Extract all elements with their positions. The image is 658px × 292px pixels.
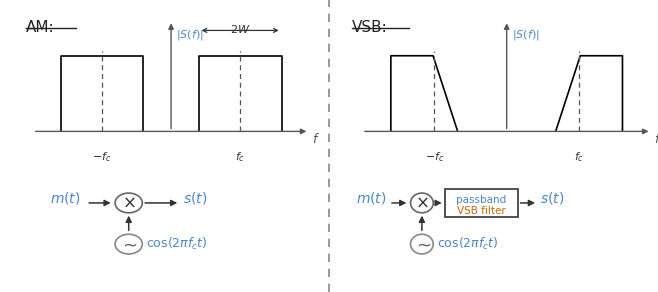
Text: passband: passband <box>456 195 506 205</box>
Text: $2W$: $2W$ <box>230 23 251 35</box>
Text: AM:: AM: <box>26 20 55 35</box>
Text: $s(t)$: $s(t)$ <box>540 190 565 206</box>
Text: $f$: $f$ <box>312 132 320 146</box>
Text: VSB:: VSB: <box>352 20 388 35</box>
Text: $\sim$: $\sim$ <box>119 235 138 253</box>
Text: $-f_c$: $-f_c$ <box>92 151 112 164</box>
Text: $m(t)$: $m(t)$ <box>50 190 80 206</box>
Text: $\times$: $\times$ <box>122 194 136 212</box>
Text: $|S(f)|$: $|S(f)|$ <box>176 28 204 42</box>
Text: $-f_c$: $-f_c$ <box>424 151 444 164</box>
Text: $|S(f)|$: $|S(f)|$ <box>512 28 540 42</box>
Text: $s(t)$: $s(t)$ <box>183 190 207 206</box>
Text: $\times$: $\times$ <box>415 194 429 212</box>
Text: $f_c$: $f_c$ <box>574 151 584 164</box>
Text: $f_c$: $f_c$ <box>235 151 245 164</box>
Text: VSB filter: VSB filter <box>457 206 505 216</box>
Text: $\sim$: $\sim$ <box>413 235 431 253</box>
FancyBboxPatch shape <box>445 189 518 217</box>
Text: $f$: $f$ <box>654 132 658 146</box>
Text: $\cos(2\pi f_c t)$: $\cos(2\pi f_c t)$ <box>436 236 498 252</box>
Text: $\cos(2\pi f_c t)$: $\cos(2\pi f_c t)$ <box>146 236 208 252</box>
Text: $m(t)$: $m(t)$ <box>357 190 387 206</box>
